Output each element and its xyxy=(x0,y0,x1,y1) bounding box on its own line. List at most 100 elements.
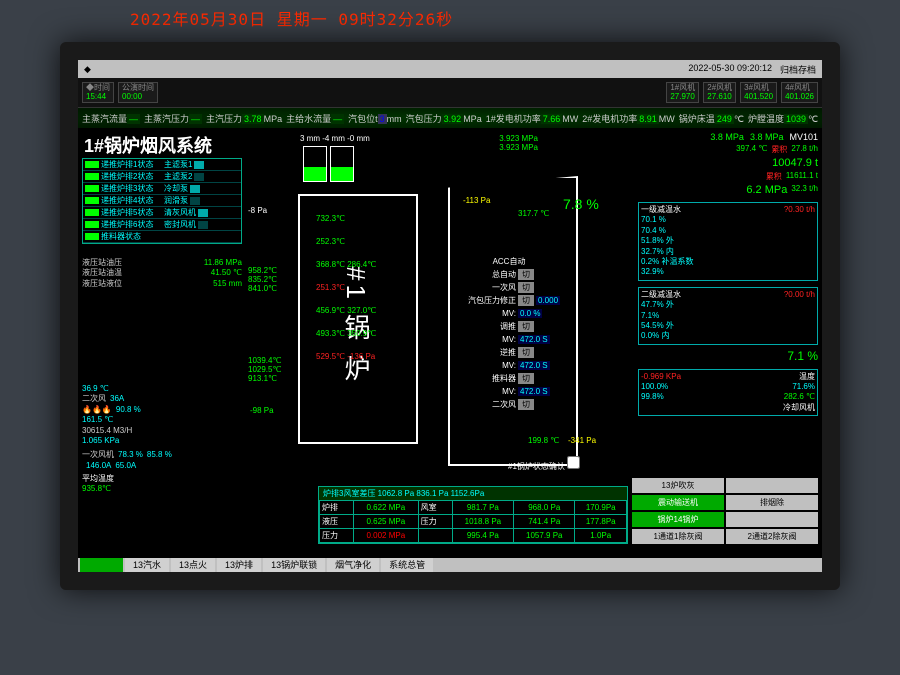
furnace-mid-col: 732.3℃252.3℃368.8℃ 286.4℃251.3℃456.9℃ 32… xyxy=(316,214,376,361)
pressure-table: 炉排3风室差压 1062.8 Pa 836.1 Pa 1152.6Pa 炉排0.… xyxy=(318,486,628,544)
acc-row: 逆推切 xyxy=(458,346,560,359)
system-title: 1#锅炉烟风系统 xyxy=(84,132,212,158)
action-button[interactable]: 排烟除 xyxy=(726,495,818,510)
top-reading: 1#发电机功率7.66MW xyxy=(486,112,579,125)
acc-row: MV:472.0 S xyxy=(458,385,560,398)
sum-lbl1: 累积 xyxy=(771,144,787,155)
led-clock-banner: 2022年05月30日 星期一 09时32分26秒 xyxy=(130,6,453,30)
tab[interactable]: 13点火 xyxy=(171,558,215,572)
action-button[interactable]: 1通道1除灰阀 xyxy=(632,529,724,544)
acc-toggle[interactable]: 切 xyxy=(518,347,534,358)
top-readings-strip: 主蒸汽流量—主蒸汽压力—主汽压力3.78MPa主给水流量—汽包位t3mm汽包压力… xyxy=(78,108,822,128)
status-row: 递推炉排2状态主滤泵2 xyxy=(83,171,241,183)
acc-row: 调推切 xyxy=(458,320,560,333)
acc-toggle[interactable]: 切 xyxy=(518,282,534,293)
action-button[interactable] xyxy=(726,512,818,527)
acc-row: 推料器切 xyxy=(458,372,560,385)
kpa: 1.065 KPa xyxy=(82,436,119,446)
sep-bottom-p: -341 Pa xyxy=(568,436,596,445)
acc-row: 汽包压力修正切0.000 xyxy=(458,294,560,307)
monitor-frame: ◆ 2022-05-30 09:20:12 归档存档 ◆时间 15:44 公演时… xyxy=(60,42,840,590)
acc-toggle[interactable]: 切 xyxy=(518,321,534,332)
info-bar: ◆时间 15:44 公演时间 00:00 1#风机27.970 2#风机27.6… xyxy=(78,78,822,108)
window-titlebar: ◆ 2022-05-30 09:20:12 归档存档 xyxy=(78,60,822,78)
sep-bottom-t: 199.8 ℃ xyxy=(528,436,559,445)
furnace-diagram: 3 mm -4 mm -0 mm 3.923 MPa 3.923 MPa #1 … xyxy=(248,136,668,466)
action-button[interactable] xyxy=(726,478,818,493)
tab[interactable]: 13炉排 xyxy=(217,558,261,572)
acc-row: MV:472.0 S xyxy=(458,359,560,372)
furnace-left-temps: 958.2℃835.2℃841.0℃ xyxy=(248,266,277,293)
sep-temp: 317.7 ℃ xyxy=(518,209,549,218)
acc-toggle[interactable]: 切 xyxy=(518,373,534,384)
btable-title: 炉排3风室差压 1062.8 Pa 836.1 Pa 1152.6Pa xyxy=(319,487,627,500)
boiler-confirm-checkbox[interactable] xyxy=(567,456,580,469)
amp: 二次风 xyxy=(82,394,106,404)
titlebar-left: ◆ xyxy=(84,64,91,75)
tab[interactable] xyxy=(80,558,123,572)
acc-toggle[interactable]: 切 xyxy=(518,399,534,410)
top-reading: 炉膛温度1039℃ xyxy=(748,112,818,125)
out-temp: 397.4 ℃ xyxy=(736,144,767,155)
topbar-mode: 归档存档 xyxy=(780,63,816,76)
status-row: 推料器状态 xyxy=(83,231,241,243)
acc-row: 总自动切 xyxy=(458,268,560,281)
low-block: -0.969 KPa温度 100.0%71.6% 99.8%282.6 ℃ 冷却… xyxy=(638,369,818,417)
action-button[interactable]: 震动输送机 xyxy=(632,495,724,510)
status-row: 递推炉排3状态冷却泵 xyxy=(83,183,241,195)
rate2: 32.3 t/h xyxy=(791,184,818,196)
acc-row: MV:0.0 % xyxy=(458,307,560,320)
tab[interactable]: 烟气净化 xyxy=(327,558,379,572)
top-reading: 主汽压力3.78MPa xyxy=(206,112,282,125)
bottom-tabbar: 13汽水13点火13炉排13锅炉联锁烟气净化系统总管 xyxy=(78,558,822,572)
main-view: 1#锅炉烟风系统 递推炉排1状态主滤泵1递推炉排2状态主滤泵2递推炉排3状态冷却… xyxy=(78,128,822,558)
status-row: 递推炉排6状态密封风机 xyxy=(83,219,241,231)
sum1: 10047.9 t xyxy=(638,157,818,169)
top-reading: 主给水流量— xyxy=(286,112,344,125)
avg-temp: 935.8℃ xyxy=(82,484,292,493)
top-reading: 主蒸汽流量— xyxy=(82,112,140,125)
tab[interactable]: 系统总管 xyxy=(381,558,433,572)
right-column: 3.8 MPa 3.8 MPa MV101 397.4 ℃ 累积 27.8 t/… xyxy=(638,132,818,482)
hydraulic-info: 液压站油压11.86 MPa液压站油温41.50 ℃液压站液位515 mm xyxy=(82,258,242,289)
drum-level-1 xyxy=(303,146,327,182)
acc-row: MV:472.0 S xyxy=(458,333,560,346)
sum2: 11611.1 t xyxy=(786,171,818,182)
fans-block: 36.9 ℃ 二次风 36A 🔥🔥🔥90.8 % 161.5 ℃ 30615.4… xyxy=(82,384,292,524)
action-button[interactable]: 13炉吹灰 xyxy=(632,478,724,493)
infobar-val: 00:00 xyxy=(122,93,154,102)
tab[interactable]: 13汽水 xyxy=(125,558,169,572)
infobar-block: ◆时间 15:44 xyxy=(82,82,114,104)
status-row: 递推炉排5状态清灰风机 xyxy=(83,207,241,219)
acc-row: 一次风切 xyxy=(458,281,560,294)
main-pct: 7.8 % xyxy=(563,196,599,212)
p-a: 3.8 MPa xyxy=(710,132,744,142)
infobar-block: 公演时间 00:00 xyxy=(118,82,158,104)
action-button[interactable]: 锅炉14锅炉 xyxy=(632,512,724,527)
top-press-1: 3.923 MPa xyxy=(499,134,538,143)
p2: 6.2 MPa xyxy=(746,184,787,196)
furnace-left-temps-2: 1039.4℃1029.5℃913.1℃ xyxy=(248,356,281,383)
infobar-right: 1#风机27.970 2#风机27.610 3#风机401.520 4#风机40… xyxy=(666,82,818,104)
acc-title: ACC自动 xyxy=(458,256,560,267)
status-row: 递推炉排1状态主滤泵1 xyxy=(83,159,241,171)
acc-toggle[interactable]: 切 xyxy=(518,295,534,306)
drum-level-2 xyxy=(330,146,354,182)
tank-heading: 3 mm -4 mm -0 mm xyxy=(300,134,370,143)
top-press-2: 3.923 MPa xyxy=(499,143,538,152)
sum-lbl2: 累积 xyxy=(766,171,782,182)
status-row: 递推炉排4状态润滑泵 xyxy=(83,195,241,207)
action-button[interactable]: 2通道2除灰阀 xyxy=(726,529,818,544)
infobar-val: 15:44 xyxy=(86,93,110,102)
scada-screen: ◆ 2022-05-30 09:20:12 归档存档 ◆时间 15:44 公演时… xyxy=(78,60,822,572)
acc-toggle[interactable]: 切 xyxy=(518,269,534,280)
avg-temp-title: 平均温度 xyxy=(82,473,292,484)
top-reading: 汽包位t3mm xyxy=(348,112,402,125)
topbar-datetime: 2022-05-30 09:20:12 xyxy=(688,63,772,76)
desuper-2: 二级减温水?0.00 t/h 47.7% 外7.1%54.5% 外0.0% 内 xyxy=(638,287,818,345)
mv101-label: MV101 xyxy=(789,132,818,142)
rate1: 27.8 t/h xyxy=(791,144,818,155)
flow: 30615.4 M3/H xyxy=(82,426,132,436)
sep-press: -113 Pa xyxy=(463,196,490,205)
tab[interactable]: 13锅炉联锁 xyxy=(263,558,325,572)
